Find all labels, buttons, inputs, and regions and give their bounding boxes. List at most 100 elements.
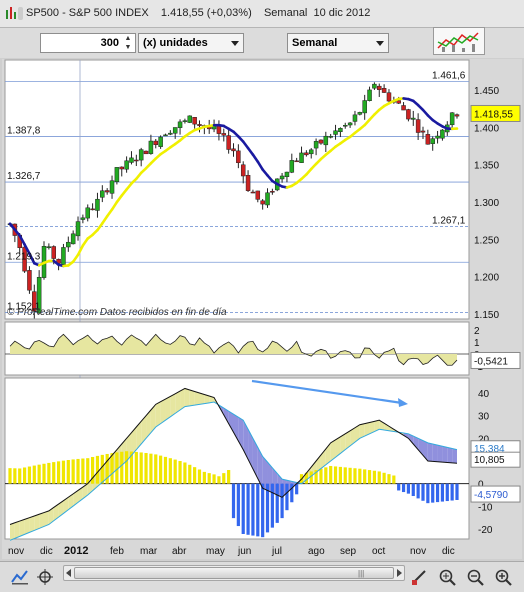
units-dropdown[interactable]: (x) unidades xyxy=(138,33,244,53)
histogram-bar xyxy=(231,483,236,519)
histogram-bar xyxy=(95,455,100,484)
histogram-bar xyxy=(377,471,381,484)
signal-line xyxy=(9,401,458,541)
histogram-bar xyxy=(197,469,202,484)
bars-chart-icon[interactable] xyxy=(4,6,18,21)
time-axis-label: 2012 xyxy=(64,545,88,557)
chart-canvas[interactable]: 1.461,6 1.387,8 1.326,7 1.267,1 1.219,3 1.152… xyxy=(2,59,522,559)
quantity-input[interactable]: 300 xyxy=(40,33,136,53)
macd-fill xyxy=(141,415,147,444)
histogram-bar xyxy=(450,483,454,501)
macd-fill xyxy=(175,391,181,414)
candle-body xyxy=(430,138,435,144)
candle-body xyxy=(323,135,329,146)
macd-fill xyxy=(68,493,74,510)
candle-body xyxy=(158,136,163,147)
macd-fill xyxy=(150,404,156,433)
histogram-bar xyxy=(251,483,255,536)
macd-fill xyxy=(384,423,389,431)
spin-up-icon[interactable]: ▲ xyxy=(124,35,132,42)
macd-fill xyxy=(136,421,142,450)
time-axis-label: ago xyxy=(308,546,325,557)
macd-fill xyxy=(238,417,244,450)
macd-fill xyxy=(19,519,25,537)
histogram-bar xyxy=(411,483,415,497)
macd-fill xyxy=(155,401,161,427)
price-axis-tick: 1.450 xyxy=(474,86,499,97)
draw-tools-icon[interactable] xyxy=(410,568,430,586)
zoom-fit-icon[interactable] xyxy=(438,568,458,586)
candle-body xyxy=(449,112,455,126)
histogram-bar xyxy=(246,483,250,535)
candle-body xyxy=(70,233,76,245)
indicators-button[interactable] xyxy=(433,27,485,55)
histogram-bar xyxy=(343,467,347,484)
scroll-right-icon[interactable] xyxy=(397,569,402,577)
indicators-chart-icon xyxy=(437,32,479,52)
candle-body xyxy=(386,92,392,102)
histogram-bar xyxy=(222,473,226,484)
candle-body xyxy=(90,208,95,211)
moving-average-segment xyxy=(96,222,104,232)
macd-fill xyxy=(131,427,137,456)
macd-fill xyxy=(170,393,176,417)
macd-fill xyxy=(442,446,448,463)
zoom-in-icon[interactable] xyxy=(494,568,514,586)
histogram-bar xyxy=(149,453,153,484)
histogram-bar xyxy=(309,471,313,484)
units-dropdown-label: (x) unidades xyxy=(143,37,208,49)
macd-line xyxy=(9,387,458,525)
histogram-bar xyxy=(241,483,245,534)
macd-fill xyxy=(24,517,30,535)
crosshair-icon[interactable] xyxy=(36,568,56,586)
chart-type-icon[interactable] xyxy=(10,568,30,586)
histogram-bar xyxy=(90,456,95,484)
time-axis-label: mar xyxy=(140,546,158,557)
quantity-stepper[interactable]: ▲ ▼ xyxy=(122,34,134,52)
time-scrollbar[interactable]: ||| xyxy=(63,565,405,581)
histogram-bar xyxy=(421,483,425,501)
time-axis-label: dic xyxy=(442,546,455,557)
histogram-bar xyxy=(265,483,270,533)
histogram-bar xyxy=(314,470,318,484)
histogram-bar xyxy=(324,467,328,484)
scroll-thumb[interactable] xyxy=(74,567,394,579)
moving-average-segment xyxy=(81,237,90,247)
macd-fill xyxy=(248,429,253,469)
macd-fill xyxy=(316,454,321,473)
candle-body xyxy=(362,100,367,114)
candle-body xyxy=(279,175,285,180)
candle-body xyxy=(440,129,445,139)
histogram-bar xyxy=(387,474,391,484)
price-axis-tick: 1.150 xyxy=(474,310,499,321)
title-separator xyxy=(18,7,23,20)
histogram-bar xyxy=(212,474,216,484)
candle-body xyxy=(216,125,222,134)
candle-body xyxy=(240,164,246,177)
level-label: 1.267,1 xyxy=(432,216,466,227)
spin-down-icon[interactable]: ▼ xyxy=(124,44,132,51)
zoom-out-icon[interactable] xyxy=(466,568,486,586)
histogram-bar xyxy=(27,466,32,484)
candle-body xyxy=(454,114,460,117)
candle-body xyxy=(51,246,56,259)
macd-fill xyxy=(427,442,433,462)
trend-arrow-head xyxy=(398,398,408,407)
histogram-bar xyxy=(76,458,80,484)
level-label: 1.326,7 xyxy=(7,171,41,182)
candle-body xyxy=(377,85,382,90)
macd-fill xyxy=(53,504,59,521)
histogram-bar xyxy=(47,462,51,484)
candle-body xyxy=(129,157,134,163)
period-dropdown[interactable]: Semanal xyxy=(287,33,389,53)
histogram-bar xyxy=(382,472,386,484)
macd-fill xyxy=(257,447,263,489)
time-axis-label: nov xyxy=(410,546,426,557)
candle-body xyxy=(100,190,105,198)
candle-body xyxy=(406,109,411,120)
scroll-left-icon[interactable] xyxy=(66,569,71,577)
candle-body xyxy=(114,167,120,183)
histogram-bar xyxy=(329,465,333,484)
candle-body xyxy=(343,125,348,127)
histogram-bar xyxy=(178,461,182,484)
